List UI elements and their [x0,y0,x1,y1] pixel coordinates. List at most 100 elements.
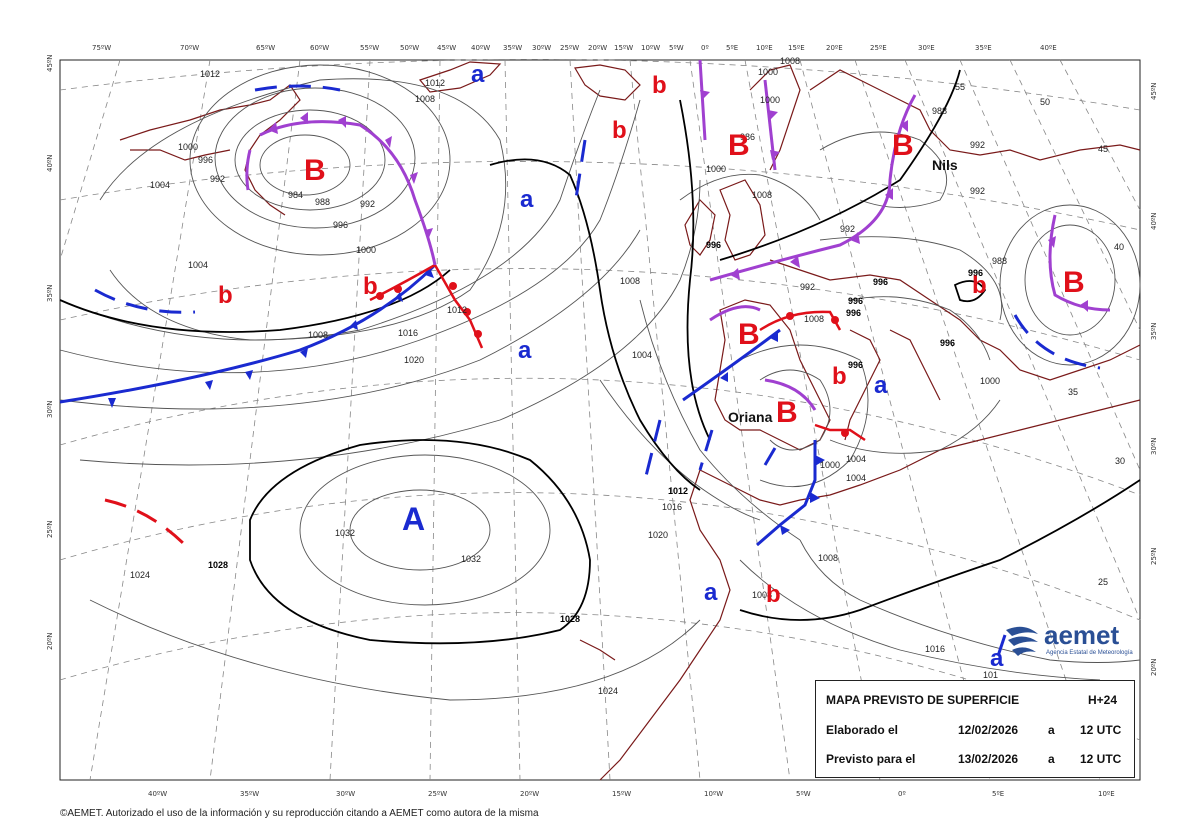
secondary-low: b [972,272,987,299]
lon-label: 5ºE [726,44,738,52]
secondary-high: a [990,645,1004,672]
low-pressure-center: B [892,129,914,162]
isobar-label: 45 [1098,144,1108,154]
low-pressure-center: B [738,318,760,351]
lon-label: 10ºE [756,44,773,52]
graticule [59,59,1141,781]
isobar-label: 988 [932,106,947,116]
secondary-low: b [766,581,781,608]
secondary-high: a [518,337,532,364]
info-valid-row: Previsto para el 13/02/2026 a 12 UTC [826,752,1124,770]
lon-label: 25ºE [870,44,887,52]
lon-label: 35ºW [503,44,522,52]
isobar-label: 1008 [752,590,772,600]
isobar-label: 1008 [620,276,640,286]
isobar-label: 1004 [632,350,652,360]
isobar-label: 1000 [706,164,726,174]
valid-label: Previsto para el [826,752,916,766]
warm-trough [104,498,187,547]
lat-label: 30ºN [46,401,54,418]
lon-label: 15ºE [788,44,805,52]
isobar-label: 30 [1115,456,1125,466]
aemet-wordmark: aemet [1044,620,1120,650]
isobar-label: 1024 [130,570,150,580]
isobar-label: 1028 [208,560,228,570]
isobar-label: 992 [800,282,815,292]
secondary-high: a [471,61,485,88]
aemet-subtitle: Agencia Estatal de Meteorología [1046,650,1133,656]
isobar-label: 996 [846,308,861,318]
isobar-label: 50 [1040,97,1050,107]
secondary-high: a [704,579,718,606]
lon-label: 15ºW [614,44,633,52]
isobars [59,64,1141,701]
low-pressure-center: B [776,396,798,429]
lat-labels-left: 45ºN 40ºN 35ºN 30ºN 25ºN 20ºN [46,55,54,650]
warm-front-bumps [376,282,849,437]
low-pressure-center: B [728,129,750,162]
lat-label: 20ºN [46,633,54,650]
lon-label: 40ºW [471,44,490,52]
map-title: MAPA PREVISTO DE SUPERFICIE [826,693,1020,707]
isobar-label: 55 [955,82,965,92]
isobar-label: 996 [333,220,348,230]
isobar-label: 1004 [846,473,866,483]
lon-label: 20ºW [520,790,539,798]
lon-label: 10ºW [641,44,660,52]
isobar-label: 1000 [760,95,780,105]
isobar-label: 1008 [780,56,800,66]
cold-front-teeth [108,268,825,535]
isobar-label: 1032 [461,554,481,564]
high-pressure-center: A [402,501,425,537]
isobar-label: 996 [940,338,955,348]
aemet-swirl-icon [1006,626,1038,656]
isobar-label: 1024 [598,686,618,696]
map-frame [59,59,1141,781]
lat-label: 30ºN [1150,438,1158,455]
lon-labels-top: 75ºW 70ºW 65ºW 60ºW 55ºW 50ºW 45ºW 40ºW … [92,44,1057,52]
lon-label: 0º [898,790,906,798]
lat-label: 45ºN [46,55,54,72]
storm-name-label: Nils [932,157,958,173]
lon-label: 25ºW [428,790,447,798]
secondary-low: b [832,363,847,390]
issued-separator: a [1048,723,1055,737]
lon-label: 5ºE [992,790,1004,798]
isobar-label: 1004 [150,180,170,190]
lat-labels-right: 45ºN 40ºN 35ºN 30ºN 25ºN 20ºN [1150,83,1158,676]
isobar-label: 988 [315,197,330,207]
isobar-label: 1012 [425,78,445,88]
lon-label: 50ºW [400,44,419,52]
isobar-label: 1008 [804,314,824,324]
isobar-label: 996 [706,240,721,250]
lat-label: 20ºN [1150,659,1158,676]
lon-label: 20ºE [826,44,843,52]
isobar-label: 1016 [662,502,682,512]
isobar-label: 986 [740,132,755,142]
lon-label: 30ºE [918,44,935,52]
lon-label: 55ºW [360,44,379,52]
isobar-label: 1020 [648,530,668,540]
trough-lines [94,84,1101,666]
thick-isobars [59,69,1141,645]
isobar-label: 1008 [308,330,328,340]
lon-label: 35ºW [240,790,259,798]
lon-label: 0º [701,44,709,52]
isobar-label: 1004 [188,260,208,270]
lon-label: 35ºE [975,44,992,52]
valid-time: 12 UTC [1080,752,1122,766]
isobar-label: 1012 [668,486,688,496]
isobar-label: 1008 [752,190,772,200]
secondary-low: b [363,273,378,300]
pressure-centers: B B B B B B b b b b b b b A a a a a a a … [218,61,1085,672]
lat-label: 35ºN [1150,323,1158,340]
low-pressure-center: B [1063,266,1085,299]
isobar-label: 992 [840,224,855,234]
lon-labels-bottom: 40ºW 35ºW 30ºW 25ºW 20ºW 15ºW 10ºW 5ºW 0… [148,790,1115,798]
lon-label: 5ºW [669,44,684,52]
isobar-label: 996 [198,155,213,165]
lon-label: 65ºW [256,44,275,52]
isobar-label: 1000 [356,245,376,255]
isobar-label: 984 [288,190,303,200]
isobar-label: 1032 [335,528,355,538]
